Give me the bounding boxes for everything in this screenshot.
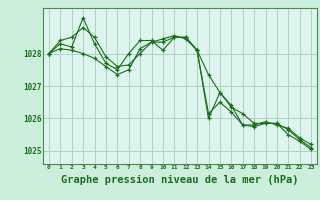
X-axis label: Graphe pression niveau de la mer (hPa): Graphe pression niveau de la mer (hPa)	[61, 175, 299, 185]
